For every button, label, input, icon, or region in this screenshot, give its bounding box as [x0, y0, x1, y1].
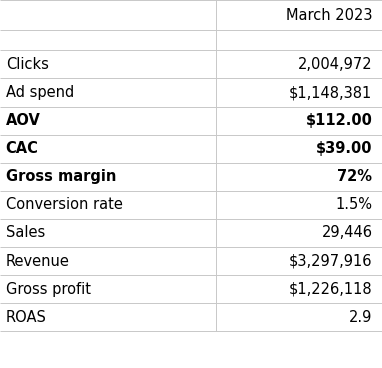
Text: 2,004,972: 2,004,972 [298, 57, 372, 72]
Text: 1.5%: 1.5% [335, 197, 372, 212]
Text: Revenue: Revenue [6, 254, 70, 269]
Text: $112.00: $112.00 [306, 113, 372, 128]
Text: March 2023: March 2023 [286, 8, 372, 22]
Text: ROAS: ROAS [6, 309, 47, 325]
Text: $1,148,381: $1,148,381 [289, 85, 372, 100]
Text: Gross profit: Gross profit [6, 282, 91, 297]
Text: Ad spend: Ad spend [6, 85, 74, 100]
Text: AOV: AOV [6, 113, 40, 128]
Text: 29,446: 29,446 [321, 226, 372, 240]
Text: $1,226,118: $1,226,118 [289, 282, 372, 297]
Text: CAC: CAC [6, 141, 39, 156]
Text: 72%: 72% [337, 169, 372, 184]
Text: Sales: Sales [6, 226, 45, 240]
Text: Clicks: Clicks [6, 57, 49, 72]
Text: Conversion rate: Conversion rate [6, 197, 123, 212]
Text: $39.00: $39.00 [316, 141, 372, 156]
Text: Gross margin: Gross margin [6, 169, 116, 184]
Text: $3,297,916: $3,297,916 [289, 254, 372, 269]
Text: 2.9: 2.9 [349, 309, 372, 325]
